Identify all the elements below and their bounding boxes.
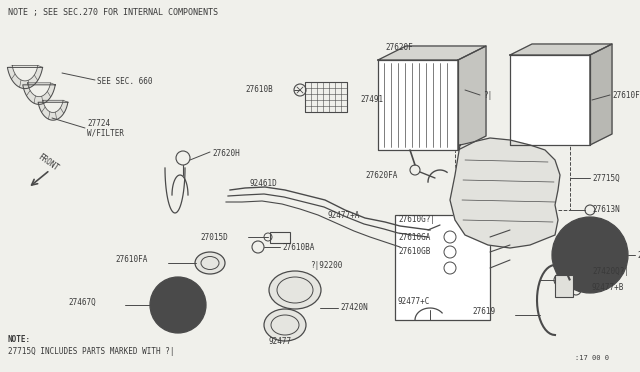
Bar (455, 145, 570, 210)
Text: NOTE:: NOTE: (8, 336, 31, 344)
Text: 27620H: 27620H (212, 148, 240, 157)
Text: 27420N: 27420N (340, 304, 368, 312)
Circle shape (552, 217, 628, 293)
Bar (555, 275, 573, 297)
Polygon shape (378, 46, 486, 60)
Text: 27610FA: 27610FA (115, 256, 147, 264)
Text: 27428: 27428 (637, 250, 640, 260)
Text: 27620F: 27620F (385, 44, 413, 52)
Text: 27491: 27491 (360, 96, 383, 105)
Text: ?|92200: ?|92200 (310, 260, 342, 269)
Text: NOTE ; SEE SEC.270 FOR INTERNAL COMPONENTS: NOTE ; SEE SEC.270 FOR INTERNAL COMPONEN… (8, 9, 218, 17)
Text: FRONT: FRONT (36, 153, 60, 173)
Text: 92461D: 92461D (250, 179, 278, 187)
Ellipse shape (269, 271, 321, 309)
Polygon shape (510, 55, 590, 145)
Circle shape (150, 277, 206, 333)
Polygon shape (23, 83, 55, 105)
Polygon shape (450, 138, 560, 248)
Text: 27610B: 27610B (245, 86, 273, 94)
Text: 27610GA: 27610GA (398, 234, 430, 243)
Text: 27620FA: 27620FA (365, 170, 397, 180)
Text: 27610GB: 27610GB (398, 247, 430, 257)
Text: 27613N: 27613N (592, 205, 620, 215)
Text: 27467Q: 27467Q (68, 298, 96, 307)
Ellipse shape (195, 252, 225, 274)
Polygon shape (38, 100, 68, 120)
Text: SEE SEC. 660: SEE SEC. 660 (97, 77, 152, 86)
Polygon shape (590, 44, 612, 145)
Bar (270, 232, 290, 243)
Text: ?|: ?| (483, 90, 492, 99)
Text: 92477+B: 92477+B (592, 282, 625, 292)
Text: 27610F: 27610F (612, 90, 640, 99)
Text: 27610BA: 27610BA (282, 243, 314, 251)
Text: 92477+C: 92477+C (398, 298, 430, 307)
Text: 92477: 92477 (268, 337, 292, 346)
Ellipse shape (264, 309, 306, 341)
Polygon shape (510, 44, 612, 55)
Text: 27724: 27724 (87, 119, 110, 128)
Bar (395, 215, 490, 320)
Text: 27420Q?|: 27420Q?| (592, 267, 629, 276)
Text: 27610G?|: 27610G?| (398, 215, 435, 224)
Bar (305, 82, 347, 112)
Text: 27715Q: 27715Q (592, 173, 620, 183)
Text: 27619: 27619 (472, 308, 495, 317)
Text: :17 00 0: :17 00 0 (575, 355, 609, 361)
Text: 27715Q INCLUDES PARTS MARKED WITH ?|: 27715Q INCLUDES PARTS MARKED WITH ?| (8, 347, 175, 356)
Text: 92477+A: 92477+A (328, 211, 360, 219)
Polygon shape (458, 46, 486, 150)
Polygon shape (8, 65, 43, 89)
Text: 27015D: 27015D (200, 232, 228, 241)
Polygon shape (378, 60, 458, 150)
Text: W/FILTER: W/FILTER (87, 128, 124, 138)
